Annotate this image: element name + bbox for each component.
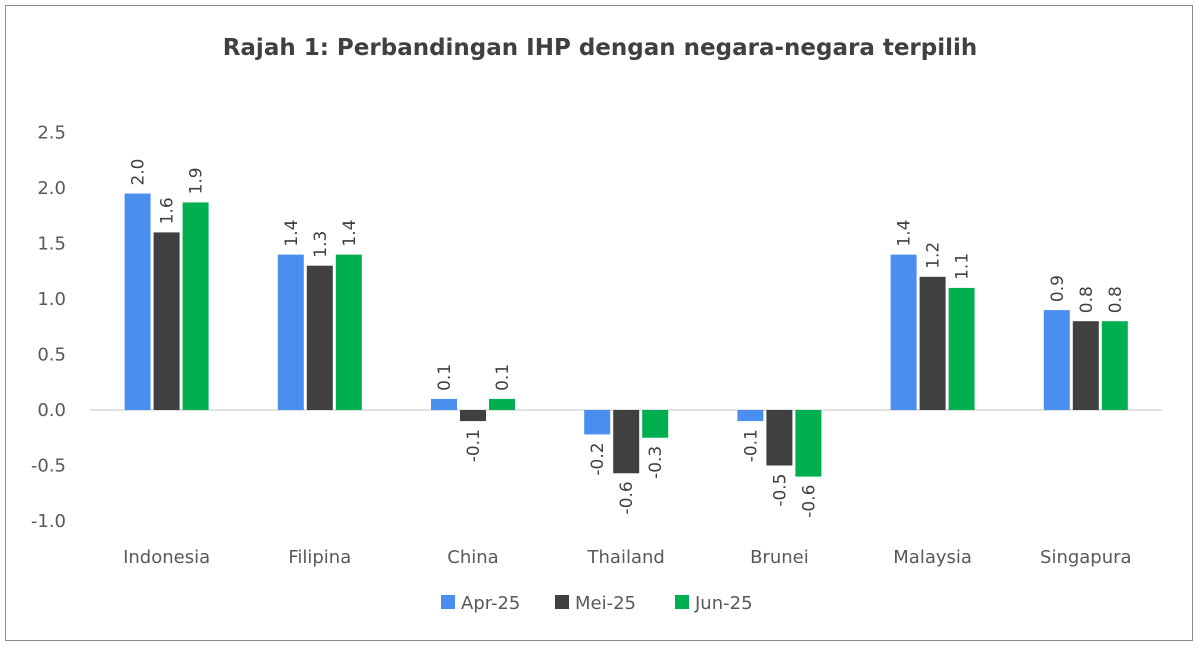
bar-Jun-25 xyxy=(948,287,975,410)
data-label: 0.1 xyxy=(493,364,513,391)
bar-Apr-25 xyxy=(1043,310,1070,410)
y-tick-label: 1.5 xyxy=(37,234,66,255)
bar-Apr-25 xyxy=(277,254,304,410)
x-tick-label: Filipina xyxy=(288,547,351,568)
data-label: -0.6 xyxy=(617,481,637,514)
legend: Apr-25 Mei-25 Jun-25 xyxy=(441,593,753,614)
legend-label: Jun-25 xyxy=(694,593,753,614)
bar-Jun-25 xyxy=(182,202,209,410)
bar-Jun-25 xyxy=(795,410,822,477)
bar-Jun-25 xyxy=(335,254,362,410)
bar-Apr-25 xyxy=(124,193,151,410)
data-label: -0.1 xyxy=(464,429,484,462)
data-label: 1.6 xyxy=(158,197,178,224)
x-tick-label: Brunei xyxy=(750,547,809,568)
legend-swatch xyxy=(555,595,569,609)
data-label: 1.4 xyxy=(282,220,302,247)
y-tick-label: 0.5 xyxy=(37,345,66,366)
bar-Mei-25 xyxy=(766,410,793,466)
data-label: -0.3 xyxy=(646,446,666,479)
x-tick-label: Singapura xyxy=(1040,547,1132,568)
legend-label: Apr-25 xyxy=(461,593,520,614)
bar-Mei-25 xyxy=(919,276,946,410)
chart-frame xyxy=(5,5,1193,641)
x-tick-label: Indonesia xyxy=(123,547,210,568)
data-label: 1.1 xyxy=(953,253,973,280)
data-label: -0.6 xyxy=(799,485,819,518)
data-label: -0.1 xyxy=(741,429,761,462)
bar-Mei-25 xyxy=(460,410,486,422)
data-label: 1.3 xyxy=(311,231,331,258)
data-label: 1.4 xyxy=(340,220,360,247)
legend-label: Mei-25 xyxy=(575,593,636,614)
x-tick-label: Thailand xyxy=(587,547,665,568)
y-tick-label: 0.0 xyxy=(37,400,66,421)
bar-Mei-25 xyxy=(613,410,640,474)
bar-Mei-25 xyxy=(1072,321,1099,410)
data-label: 0.8 xyxy=(1106,286,1126,313)
data-label: 1.2 xyxy=(924,242,944,269)
bar-Apr-25 xyxy=(890,254,917,410)
bar-Mei-25 xyxy=(306,265,333,410)
data-label: -0.5 xyxy=(770,474,790,507)
data-label: 0.1 xyxy=(435,364,455,391)
chart-title: Rajah 1: Perbandingan IHP dengan negara-… xyxy=(223,35,978,61)
data-label: 1.4 xyxy=(895,220,915,247)
bar-Mei-25 xyxy=(153,232,180,410)
y-tick-label: 1.0 xyxy=(37,289,66,310)
data-label: 0.8 xyxy=(1077,286,1097,313)
data-label: 1.9 xyxy=(187,167,207,194)
y-axis: 2.5 2.0 1.5 1.0 0.5 0.0 -0.5 -1.0 xyxy=(31,123,66,533)
bar-Apr-25 xyxy=(584,410,611,435)
y-tick-label: -1.0 xyxy=(31,511,66,532)
y-tick-label: -0.5 xyxy=(31,456,66,477)
legend-swatch xyxy=(441,595,455,609)
data-label: -0.2 xyxy=(588,442,608,475)
bar-Jun-25 xyxy=(489,398,515,410)
bar-Apr-25 xyxy=(737,410,764,422)
data-label: 0.9 xyxy=(1048,275,1068,302)
legend-swatch xyxy=(675,595,689,609)
bar-Jun-25 xyxy=(1101,321,1128,410)
x-tick-label: Malaysia xyxy=(893,547,972,568)
x-tick-label: China xyxy=(447,547,498,568)
bar-Apr-25 xyxy=(431,398,457,410)
bars: 2.0 1.4 0.1 -0.2 -0.1 1.4 0.9 1.6 1.3 -0.1 -0.6 -0.… xyxy=(124,159,1128,518)
bar-Jun-25 xyxy=(642,410,669,438)
data-label: 2.0 xyxy=(129,159,149,186)
y-tick-label: 2.5 xyxy=(37,123,66,144)
x-axis: Indonesia Filipina China Thailand Brunei Mala… xyxy=(123,547,1132,568)
y-tick-label: 2.0 xyxy=(37,178,66,199)
